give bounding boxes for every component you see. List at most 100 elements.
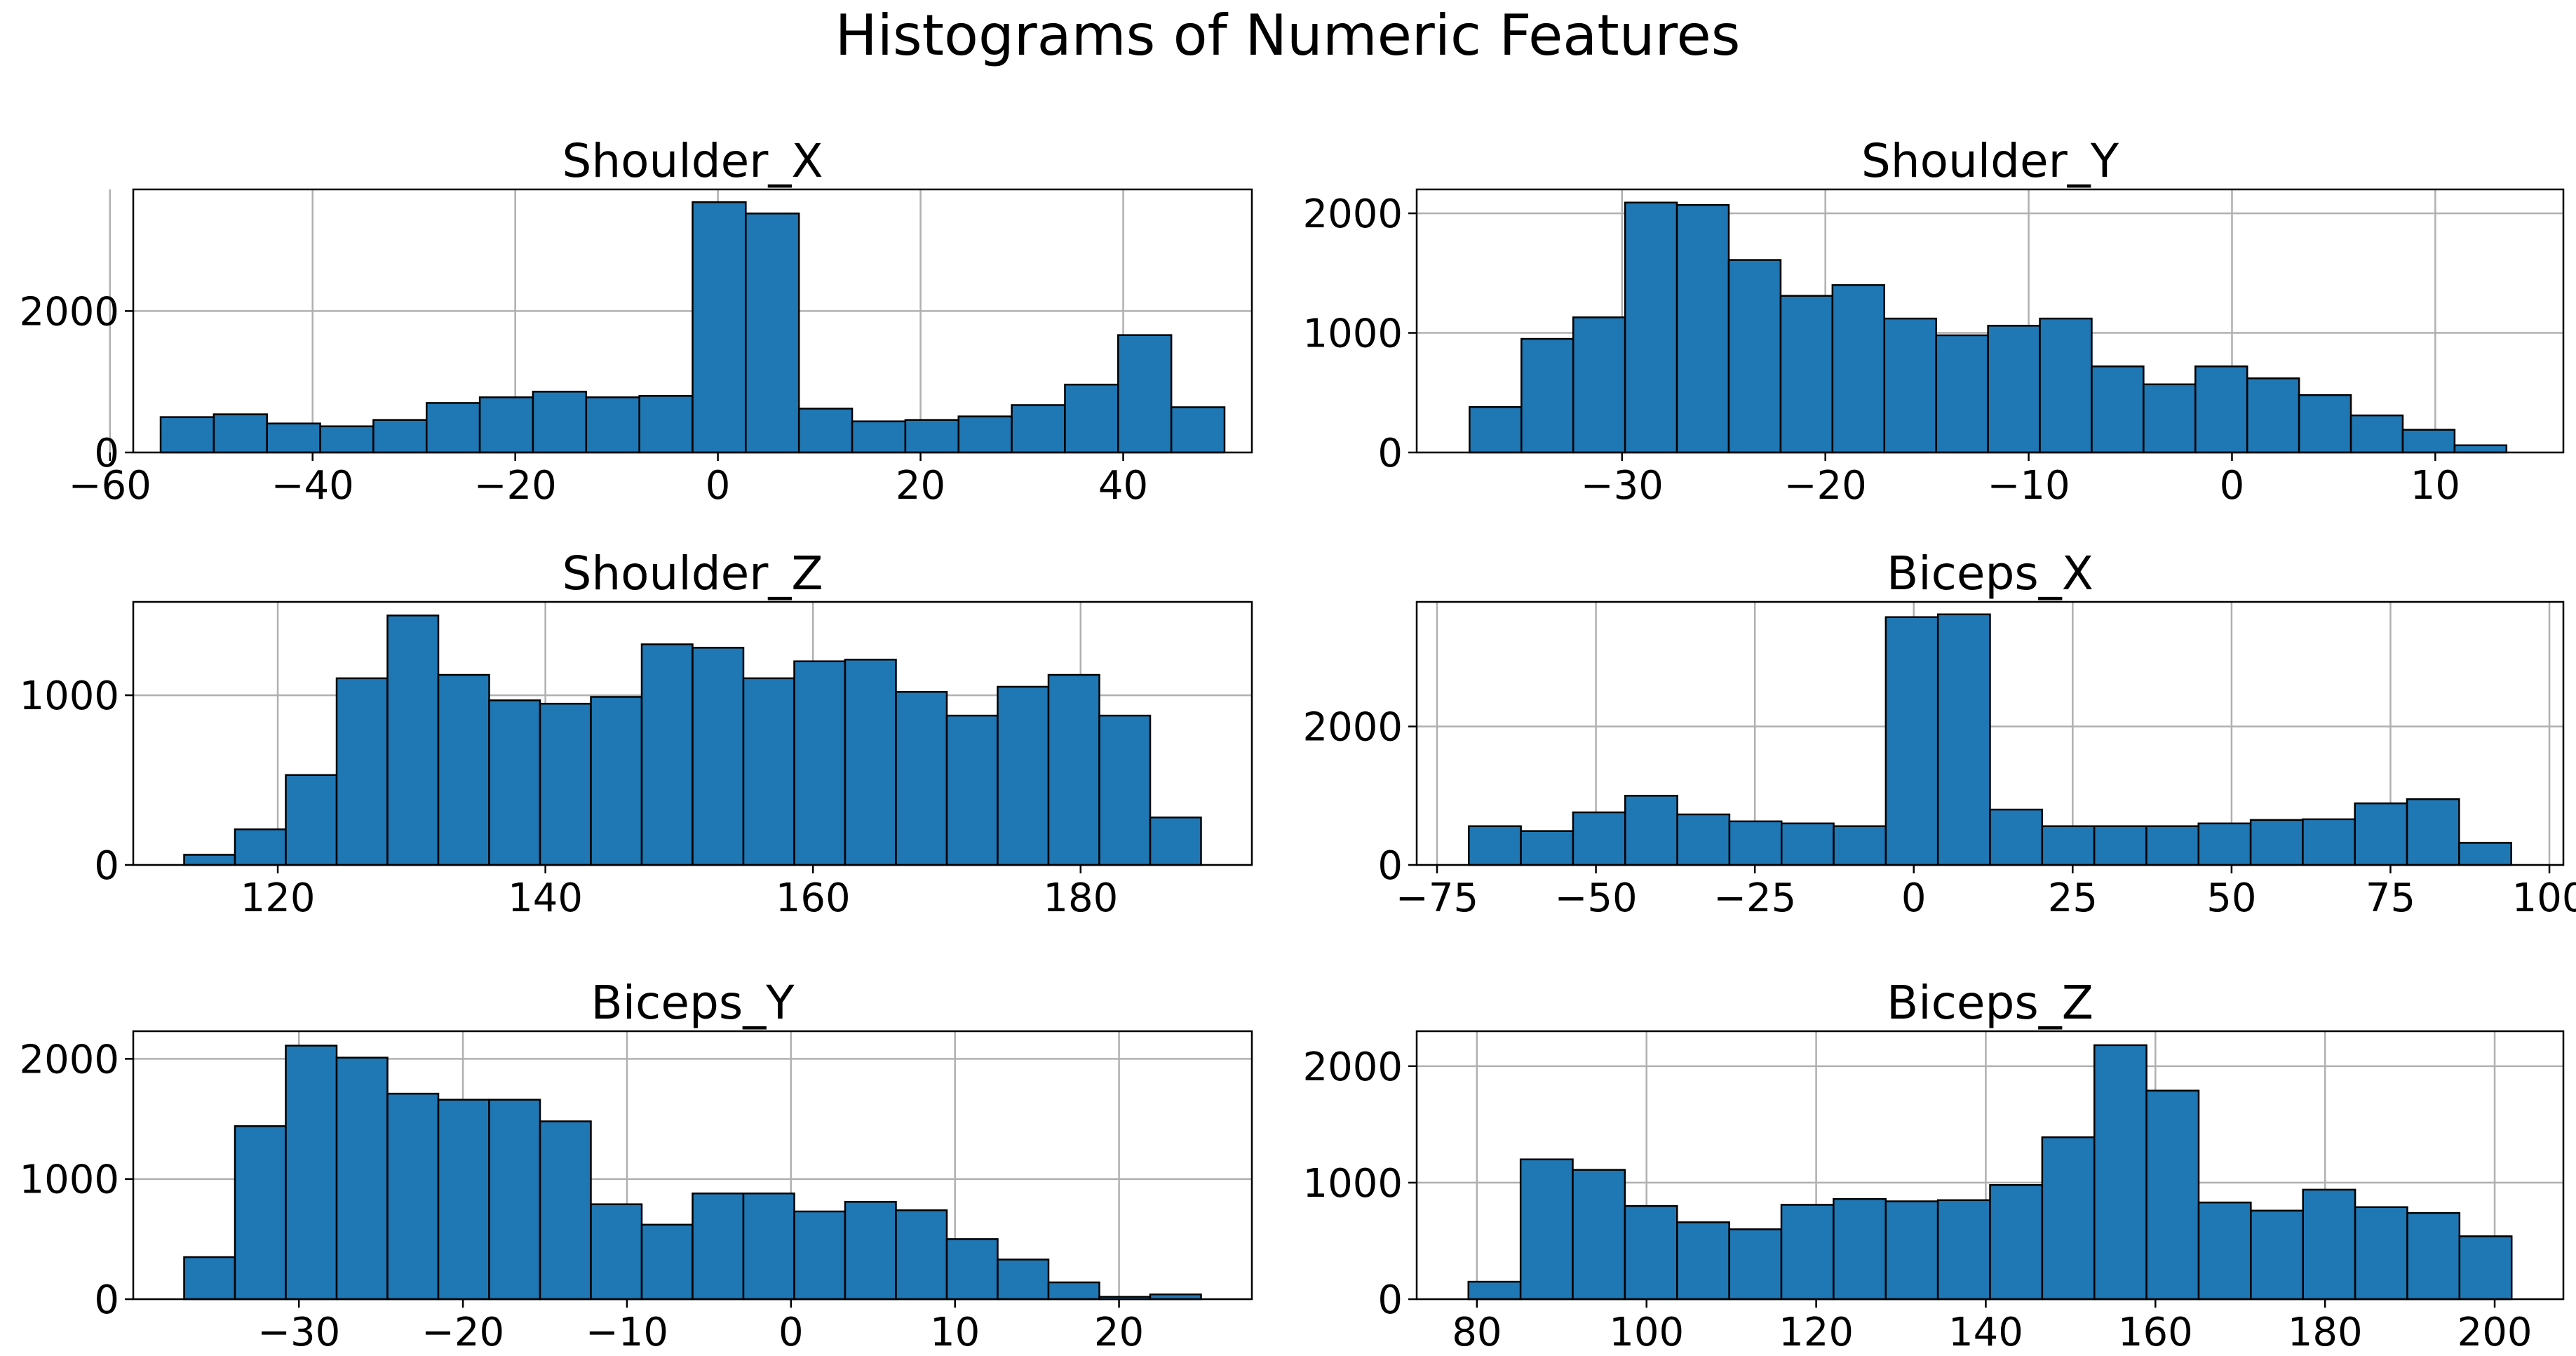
y-tick-label: 1000 [1302, 311, 1403, 357]
histogram-bar [1572, 811, 1626, 866]
histogram-bar [285, 774, 338, 866]
histogram-bar [1624, 201, 1678, 454]
x-tick-label: −30 [1581, 463, 1664, 509]
x-tick-label: 180 [2288, 1310, 2363, 1355]
y-tick-label: 0 [94, 843, 119, 889]
histogram-bar [1989, 808, 2044, 866]
x-tick-label: −60 [69, 463, 151, 509]
x-tick-label: 120 [241, 875, 316, 921]
histogram-bar [1727, 259, 1782, 454]
panel-title: Biceps_Y [591, 976, 795, 1030]
histogram-bar [2145, 1089, 2200, 1301]
histogram-bar [183, 854, 236, 866]
histogram-bar [851, 420, 907, 454]
x-tick-label: 0 [778, 1310, 804, 1355]
x-tick-label: 75 [2366, 875, 2415, 921]
histogram-bar [2197, 822, 2252, 866]
y-tick-label: 2000 [1302, 192, 1403, 237]
y-tick-label: 2000 [19, 1037, 119, 1082]
histogram-bar [183, 1256, 236, 1301]
histogram-bar [1469, 405, 1523, 454]
histogram-bar [2354, 1206, 2408, 1301]
y-tick-label: 2000 [1302, 705, 1403, 751]
histogram-bar [1883, 317, 1937, 454]
histogram-bar [1987, 325, 2041, 454]
histogram-bar [1572, 1169, 1626, 1301]
histogram-bar [1047, 673, 1100, 866]
histogram-bar [1467, 1280, 1522, 1301]
histogram-bar [1520, 830, 1574, 866]
histogram-bar [793, 660, 847, 866]
histogram-bar [585, 396, 640, 454]
histogram-bar [1117, 334, 1173, 454]
x-tick-label: −75 [1396, 875, 1478, 921]
histogram-bar [1011, 404, 1066, 454]
x-tick-label: 50 [2206, 875, 2256, 921]
y-tick-label: 1000 [19, 673, 119, 719]
histogram-bar [1170, 406, 1226, 454]
histogram-bar [386, 1092, 440, 1301]
panel-title: Biceps_Z [1887, 976, 2093, 1030]
histogram-bar [2458, 1235, 2513, 1301]
histogram-bar [532, 391, 588, 454]
panel-shoulder-x: −60 −40 −20 0 20 40 0 2000 Shoulder_X [19, 134, 1253, 509]
x-tick-label: 160 [2118, 1310, 2193, 1355]
histogram-bar [692, 201, 747, 454]
histogram-bar [1833, 1197, 1887, 1301]
histogram-bar [437, 673, 490, 866]
histogram-bar [742, 1193, 795, 1301]
histogram-bar [2041, 825, 2096, 866]
histogram-bar [1468, 825, 1522, 866]
histogram-bar [2197, 1201, 2252, 1301]
panel-shoulder-y: −30 −20 −10 0 10 0 1000 2000 Shoulder_Y [1302, 134, 2565, 509]
panel-biceps-x: −75 −50 −25 0 25 50 75 100 0 2000 Biceps_X [1302, 546, 2576, 921]
axes-frame [132, 188, 1253, 454]
histogram-bar [539, 702, 592, 866]
y-tick-label: 2000 [1302, 1045, 1403, 1090]
y-tick-label: 0 [94, 1277, 119, 1323]
x-tick-label: 80 [1452, 1310, 1502, 1355]
histogram-bar [1780, 822, 1835, 866]
histogram-bar [797, 408, 854, 454]
panel-biceps-y: −30 −20 −10 0 10 20 0 1000 2000 Biceps_Y [19, 976, 1253, 1355]
histogram-bar [638, 395, 694, 454]
histogram-bar [895, 690, 948, 866]
histogram-bar [904, 419, 959, 454]
histogram-bar [2298, 394, 2352, 454]
histogram-bar [2143, 383, 2197, 454]
histogram-bar [234, 828, 287, 866]
histogram-bar [319, 425, 375, 454]
y-tick-label: 0 [1377, 1277, 1403, 1323]
x-tick-label: −20 [474, 463, 557, 509]
histogram-bar [213, 413, 268, 454]
histogram-bar [1833, 825, 1887, 866]
histogram-bar [2093, 825, 2147, 866]
histogram-bar [945, 1238, 999, 1301]
histogram-bar [2246, 377, 2300, 454]
histogram-bar [1675, 203, 1730, 454]
histogram-bar [957, 415, 1013, 454]
histogram-bar [2354, 802, 2408, 866]
axes-frame [1415, 1030, 2565, 1301]
x-tick-label: 140 [508, 875, 583, 921]
histogram-bar [266, 422, 321, 454]
x-tick-label: −10 [1987, 463, 2070, 509]
x-tick-label: 0 [2220, 463, 2245, 509]
histogram-bar [2401, 429, 2456, 454]
histogram-bar [2145, 825, 2200, 866]
histogram-bar [1884, 1200, 1939, 1301]
histogram-bar [895, 1209, 948, 1301]
histogram-bar [640, 643, 694, 866]
axes-frame [132, 600, 1253, 866]
panel-title: Shoulder_Z [562, 546, 823, 600]
histogram-bar [1149, 817, 1202, 866]
histogram-bar [1936, 613, 1991, 866]
histogram-bar [2194, 365, 2248, 454]
y-tick-label: 1000 [19, 1157, 119, 1203]
histogram-bar [2039, 317, 2093, 454]
histogram-bar [1935, 334, 1989, 454]
histogram-bar [1780, 1204, 1835, 1301]
histogram-bar [2093, 1044, 2147, 1301]
